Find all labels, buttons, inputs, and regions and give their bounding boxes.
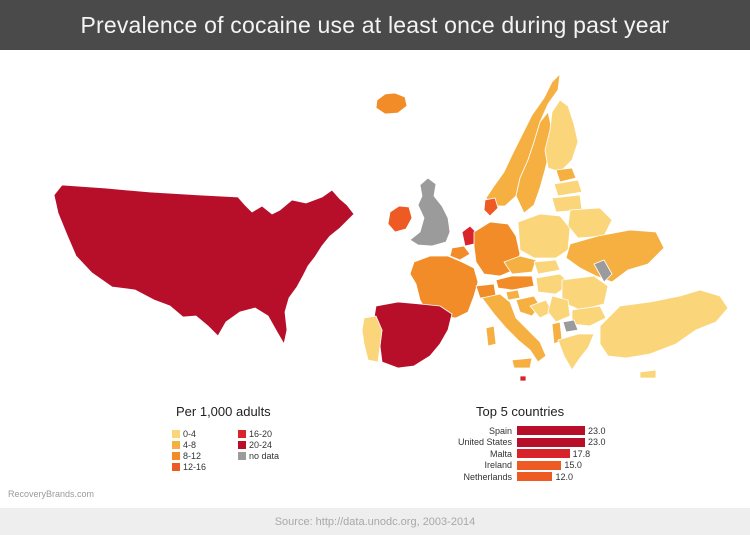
region-latvia[interactable]: [553, 179, 583, 197]
region-moldova[interactable]: [593, 259, 613, 283]
region-belgium[interactable]: [449, 245, 471, 261]
region-sardinia[interactable]: [485, 325, 497, 347]
source-text: Source: http://data.unodc.org, 2003-2014: [274, 515, 476, 528]
region-portugal[interactable]: [361, 315, 383, 363]
region-ukraine[interactable]: [565, 229, 665, 283]
top5-row: Netherlands 12.0: [426, 471, 626, 483]
region-belarus[interactable]: [567, 207, 613, 239]
top5-row: Spain 23.0: [426, 425, 626, 437]
top5-country: Ireland: [484, 460, 512, 471]
legend-item: no data: [238, 451, 318, 461]
region-cyprus[interactable]: [639, 369, 657, 379]
legend-item: 12-16: [172, 462, 238, 472]
region-united-kingdom[interactable]: [409, 177, 451, 247]
footer: Source: http://data.unodc.org, 2003-2014: [0, 508, 750, 535]
region-poland[interactable]: [517, 213, 571, 259]
legend-item: 16-20: [238, 429, 318, 439]
legend-item: 4-8: [172, 440, 238, 450]
title-bar: Prevalence of cocaine use at least once …: [0, 0, 750, 50]
top5-value: 23.0: [588, 437, 606, 448]
region-united-states[interactable]: [53, 184, 355, 345]
region-macedonia[interactable]: [562, 319, 579, 333]
region-iceland[interactable]: [375, 92, 408, 115]
region-denmark[interactable]: [483, 197, 499, 217]
top5-bar: [517, 426, 585, 436]
legend-label: 8-12: [183, 451, 202, 461]
region-slovenia[interactable]: [505, 289, 521, 301]
top5-bar: [517, 449, 570, 459]
legend-item: 20-24: [238, 440, 318, 450]
top5-row: Malta 17.8: [426, 448, 626, 460]
region-serbia[interactable]: [547, 295, 571, 323]
top5-bar: [517, 460, 562, 470]
region-greece[interactable]: [557, 333, 595, 371]
watermark: RecoveryBrands.com: [8, 489, 95, 499]
region-sicily[interactable]: [511, 357, 533, 369]
top5-row: United States 23.0: [426, 437, 626, 449]
top5-country: Spain: [488, 425, 512, 436]
legend-label: 4-8: [183, 440, 197, 450]
top5-rows: Spain 23.0 United States 23.0 Malta 17.8 Irela…: [426, 425, 626, 483]
region-czech-republic[interactable]: [503, 255, 537, 275]
top5-title: Top 5 countries: [476, 404, 565, 419]
legend-grid: 0-4 16-20 4-8 20-24 8-12 no data 12-16: [172, 429, 322, 472]
legend-swatch: [172, 452, 180, 460]
legend-label: no data: [249, 451, 280, 461]
top5-country: Netherlands: [463, 471, 512, 482]
legend: Per 1,000 adults 0-4 16-20 4-8 20-24 8-12 no …: [172, 404, 322, 472]
legend-swatch: [238, 452, 246, 460]
top5-panel: Top 5 countries Spain 23.0 United States 23…: [426, 404, 626, 483]
top5-value: 17.8: [572, 448, 591, 459]
legend-label: 12-16: [183, 462, 207, 472]
legend-item: 0-4: [172, 429, 238, 439]
region-ireland[interactable]: [387, 205, 413, 233]
region-bulgaria[interactable]: [571, 305, 607, 327]
legend-title: Per 1,000 adults: [176, 404, 271, 419]
legend-swatch: [172, 441, 180, 449]
map-svg: [53, 73, 729, 382]
legend-swatch: [238, 441, 246, 449]
region-spain[interactable]: [373, 301, 453, 369]
region-italy[interactable]: [481, 293, 547, 363]
legend-swatch: [238, 430, 246, 438]
legend-item: 8-12: [172, 451, 238, 461]
map: [0, 50, 750, 405]
region-finland[interactable]: [544, 99, 579, 173]
region-slovakia[interactable]: [533, 259, 561, 275]
top5-country: Malta: [489, 448, 512, 459]
region-turkey[interactable]: [599, 289, 729, 359]
legend-label: 20-24: [249, 440, 273, 450]
top5-bar: [517, 472, 553, 482]
legend-label: 16-20: [249, 429, 273, 439]
top5-value: 23.0: [588, 425, 606, 436]
page-title: Prevalence of cocaine use at least once …: [80, 11, 670, 38]
top5-value: 12.0: [555, 471, 573, 482]
region-malta[interactable]: [519, 375, 527, 382]
region-austria[interactable]: [495, 275, 535, 291]
legend-swatch: [172, 430, 180, 438]
top5-value: 15.0: [564, 460, 582, 471]
top5-country: United States: [457, 437, 512, 448]
region-estonia[interactable]: [555, 167, 577, 183]
legend-swatch: [172, 463, 180, 471]
legend-label: 0-4: [183, 429, 197, 439]
region-france[interactable]: [409, 255, 479, 319]
top5-row: Ireland 15.0: [426, 460, 626, 472]
top5-bar: [517, 437, 585, 447]
